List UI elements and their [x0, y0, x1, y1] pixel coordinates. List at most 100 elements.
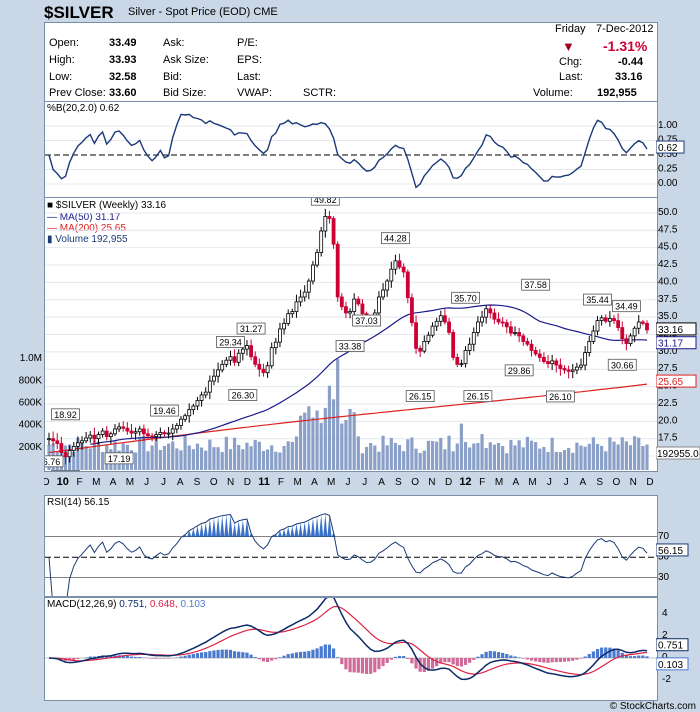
volume-bar: [612, 441, 616, 470]
price-candle: [566, 369, 571, 372]
volume-bar: [550, 437, 554, 470]
volume-bar: [534, 442, 538, 470]
macd-histogram-bar: [356, 658, 360, 673]
trough-label: 26.10: [549, 392, 572, 402]
macd-histogram-bar: [129, 656, 134, 658]
volume-bar: [455, 443, 459, 470]
volume-bar: [567, 447, 571, 470]
volume-bar: [451, 451, 455, 470]
macd-histogram-bar: [397, 655, 402, 658]
trough-label-box: [504, 364, 534, 377]
macd-histogram-bar: [286, 654, 290, 658]
price-candle: [282, 322, 286, 330]
macd-histogram-bar: [167, 658, 171, 659]
x-tick-label: J: [362, 477, 367, 488]
volume-bar: [158, 450, 162, 470]
x-tick-label: A: [177, 477, 184, 488]
price-candle: [550, 360, 555, 365]
price-candle: [492, 312, 497, 320]
volume-bar: [492, 444, 497, 470]
macd-histogram-bar: [195, 653, 200, 658]
volume-bar: [232, 437, 237, 470]
price-candle: [591, 330, 596, 342]
price-last-label: 31.17: [658, 339, 683, 350]
price-candle: [150, 435, 155, 438]
volume-bar: [278, 452, 282, 470]
x-tick-label: F: [77, 477, 83, 488]
peak-label-box: [521, 278, 551, 291]
price-candle: [335, 243, 340, 298]
price-candle: [414, 322, 418, 349]
pctb-tick-label: 1.00: [658, 120, 678, 131]
macd-histogram-bar: [542, 658, 546, 663]
price-candle: [467, 343, 472, 351]
macd-histogram-bar: [513, 656, 517, 658]
volume-bar: [538, 448, 542, 470]
macd-histogram-bar: [327, 644, 332, 658]
price-candle: [554, 360, 559, 366]
price-candle: [174, 425, 179, 430]
x-tick-label: N: [630, 477, 637, 488]
volume-bar: [175, 448, 179, 470]
price-candle: [640, 321, 645, 324]
macd-legend-hist: 0.103: [180, 599, 206, 610]
rsi-panel: RSI(14) 56.15: [44, 495, 658, 597]
volume-bar: [459, 423, 464, 470]
macd-histogram-bar: [340, 658, 344, 665]
volume-bar: [402, 451, 406, 470]
x-tick-label: D: [646, 477, 653, 488]
macd-histogram-bar: [274, 658, 278, 660]
trough-annotation: 33.38: [335, 339, 365, 352]
rsi-last-label: 56.15: [658, 546, 683, 557]
x-tick-label: J: [547, 477, 552, 488]
peak-label: 49.82: [314, 198, 337, 205]
x-tick-label: O: [613, 477, 621, 488]
price-candle: [484, 308, 489, 318]
ask-size-label: Ask Size:: [163, 54, 209, 66]
peak-annotation: 29.34: [216, 336, 245, 348]
macd-histogram-bar: [587, 654, 591, 658]
volume-bar: [315, 410, 319, 470]
price-candle: [67, 450, 72, 458]
peak-annotation: 37.58: [521, 278, 551, 291]
volume-bar: [265, 449, 270, 470]
volume-bar: [348, 408, 352, 470]
price-candle: [269, 347, 274, 367]
volume-tick-label: 600K: [19, 397, 43, 408]
volume-bar: [484, 448, 488, 470]
volume-bar: [562, 450, 567, 470]
price-candle: [278, 328, 282, 343]
volume-bar: [199, 447, 204, 470]
price-candle: [294, 301, 299, 312]
macd-histogram-bar: [331, 648, 336, 658]
volume-bar: [146, 451, 150, 470]
volume-bar: [385, 445, 389, 470]
price-candle: [51, 438, 56, 442]
price-candle: [574, 366, 579, 371]
price-candle: [315, 252, 319, 266]
volume-bar: [257, 441, 261, 470]
price-candle: [405, 271, 410, 299]
volume-bar: [373, 445, 377, 470]
macd-histogram-bar: [538, 658, 542, 663]
price-candle: [319, 230, 324, 253]
peak-label: 37.58: [524, 280, 547, 290]
macd-histogram-bar: [410, 658, 414, 664]
x-tick-label: D: [244, 477, 251, 488]
ma50-legend: — MA(50) 31.17: [47, 212, 121, 223]
volume-bar: [249, 446, 253, 470]
macd-hist-last-box: [656, 657, 689, 671]
macd-histogram-bar: [521, 658, 525, 659]
macd-histogram-bar: [183, 655, 187, 658]
peak-label: 19.46: [153, 406, 176, 416]
macd-histogram-bar: [575, 658, 579, 660]
volume-bar: [501, 446, 505, 470]
price-candle: [599, 317, 604, 322]
macd-histogram-bar: [282, 655, 286, 658]
x-tick-label: A: [311, 477, 318, 488]
macd-histogram-bar: [294, 652, 299, 658]
volume-bar: [641, 445, 645, 470]
volume-bar: [92, 439, 96, 470]
x-tick-label: S: [194, 477, 201, 488]
